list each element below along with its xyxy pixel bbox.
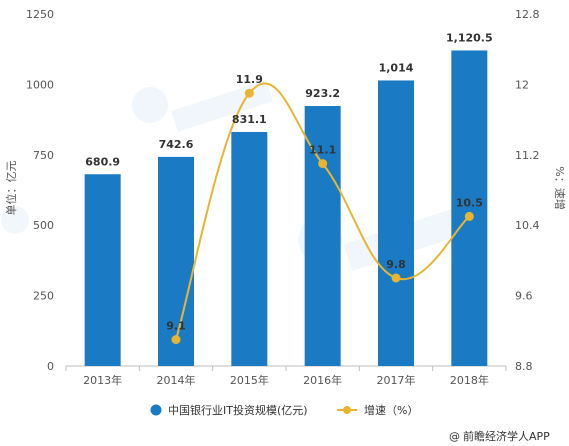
bar-value-label: 1,014: [379, 61, 414, 74]
x-tick-label: 2015年: [230, 373, 269, 387]
y-right-tick-label: 8.8: [515, 360, 533, 373]
bar: [84, 174, 121, 366]
x-tick-label: 2018年: [450, 373, 489, 387]
legend-bar-label: 中国银行业IT投资规模(亿元): [168, 403, 308, 417]
source-label: 前瞻经济学人APP: [463, 429, 550, 443]
y-right-tick-label: 11.2: [515, 149, 540, 162]
bar-value-label: 1,120.5: [446, 31, 493, 44]
source-attribution: @ 前瞻经济学人APP: [449, 429, 550, 443]
y-left-tick-label: 500: [33, 219, 54, 232]
x-tick-label: 2014年: [157, 373, 196, 387]
line-value-label: 11.1: [309, 144, 336, 157]
legend-line-label: 增速（%）: [364, 403, 418, 417]
line-point: [391, 273, 401, 283]
source-icon: @: [449, 430, 460, 443]
bar: [304, 106, 341, 366]
legend-bar-marker: [150, 404, 162, 416]
bar-value-label: 742.6: [159, 138, 194, 151]
legend-line-marker: [343, 406, 351, 414]
line-value-label: 9.8: [386, 258, 406, 271]
legend-item-line[interactable]: 增速（%）: [337, 403, 418, 417]
line-point: [318, 159, 328, 169]
y-right-tick-label: 9.6: [515, 290, 533, 303]
bar-value-label: 680.9: [85, 155, 120, 168]
y-left-tick-label: 250: [33, 290, 54, 303]
growth-line: [175, 82, 471, 340]
bar: [158, 156, 194, 366]
bar: [231, 131, 268, 366]
axes: 0 250 500 750 1000 1250 8.8 9.6 10.4 11.2 12 12.8 20…: [26, 8, 540, 387]
line-value-label: 9.1: [166, 320, 186, 333]
line-series: [171, 82, 474, 345]
y-left-tick-label: 1250: [26, 8, 54, 21]
y-left-tick-label: 0: [47, 360, 54, 373]
bar-series: [84, 50, 488, 367]
line-value-label: 11.9: [236, 73, 263, 86]
bar: [378, 80, 414, 366]
bar: [451, 50, 488, 367]
line-point: [464, 211, 474, 221]
y-left-tick-label: 750: [33, 149, 54, 162]
legend: 中国银行业IT投资规模(亿元) 增速（%）: [150, 403, 418, 417]
bar-value-label: 831.1: [232, 113, 267, 126]
y-right-tick-label: 10.4: [515, 219, 540, 232]
y-right-tick-label: 12.8: [515, 8, 540, 21]
bar-value-label: 923.2: [305, 87, 340, 100]
line-point: [244, 88, 254, 98]
x-tick-label: 2013年: [83, 373, 122, 387]
line-value-label: 10.5: [456, 196, 483, 209]
y-right-axis-title: %：速增: [553, 166, 567, 209]
data-labels: 680.9 742.6 831.1 923.2 1,014 1,120.5 9.1 11.9 1…: [85, 31, 492, 332]
legend-item-bar[interactable]: 中国银行业IT投资规模(亿元): [150, 403, 308, 417]
y-right-tick-label: 12: [515, 78, 529, 91]
y-left-axis-title: 单位：亿元: [4, 161, 18, 216]
line-point: [171, 335, 181, 345]
x-tick-label: 2017年: [377, 373, 416, 387]
x-tick-label: 2016年: [303, 373, 342, 387]
y-left-tick-label: 1000: [26, 78, 54, 91]
